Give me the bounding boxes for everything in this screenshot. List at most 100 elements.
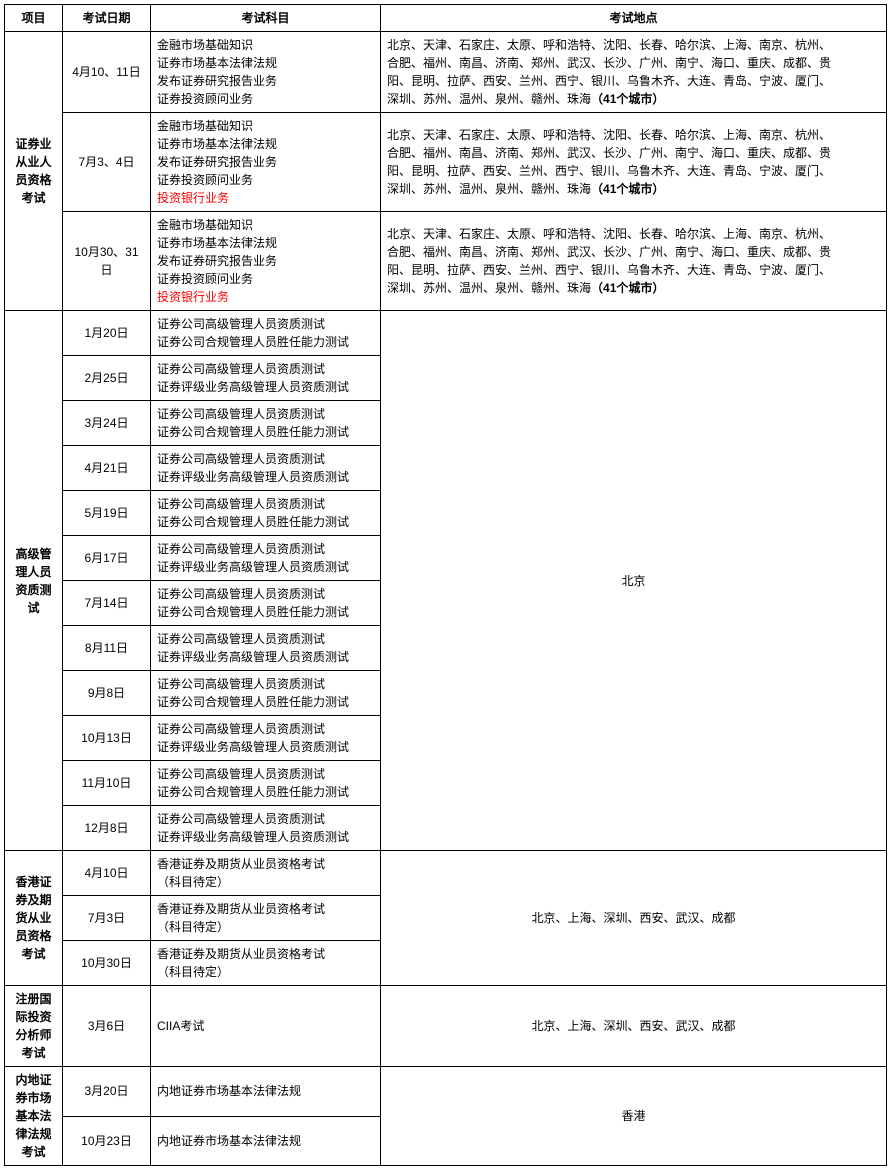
subject-cell: 证券公司高级管理人员资质测试证券公司合规管理人员胜任能力测试 (151, 491, 381, 536)
place-line: 合肥、福州、南昌、济南、郑州、武汉、长沙、广州、南宁、海口、重庆、成都、贵 (387, 144, 880, 162)
subject-cell: 香港证券及期货从业员资格考试（科目待定） (151, 941, 381, 986)
date-cell: 11月10日 (63, 761, 151, 806)
table-row: 证券业从业人员资格考试4月10、11日金融市场基础知识证券市场基本法律法规发布证… (5, 32, 887, 113)
subject-cell: 金融市场基础知识证券市场基本法律法规发布证券研究报告业务证券投资顾问业务 (151, 32, 381, 113)
place-cell: 北京、上海、深圳、西安、武汉、成都 (381, 851, 887, 986)
subject-line: 证券公司高级管理人员资质测试 (157, 405, 374, 423)
date-cell: 3月24日 (63, 401, 151, 446)
subject-cell: 金融市场基础知识证券市场基本法律法规发布证券研究报告业务证券投资顾问业务投资银行… (151, 113, 381, 212)
place-line: 北京、天津、石家庄、太原、呼和浩特、沈阳、长春、哈尔滨、上海、南京、杭州、 (387, 225, 880, 243)
subject-line: （科目待定） (157, 918, 374, 936)
col-subject: 考试科目 (151, 5, 381, 32)
subject-line: 金融市场基础知识 (157, 117, 374, 135)
subject-line: 证券市场基本法律法规 (157, 135, 374, 153)
subject-line: 证券评级业务高级管理人员资质测试 (157, 558, 374, 576)
subject-line: 证券公司高级管理人员资质测试 (157, 585, 374, 603)
subject-line: 证券公司高级管理人员资质测试 (157, 495, 374, 513)
subject-line: 证券评级业务高级管理人员资质测试 (157, 828, 374, 846)
date-cell: 7月14日 (63, 581, 151, 626)
subject-cell: 证券公司高级管理人员资质测试证券公司合规管理人员胜任能力测试 (151, 401, 381, 446)
date-cell: 7月3、4日 (63, 113, 151, 212)
subject-line: 投资银行业务 (157, 288, 374, 306)
date-cell: 3月20日 (63, 1067, 151, 1117)
place-line: 阳、昆明、拉萨、西安、兰州、西宁、银川、乌鲁木齐、大连、青岛、宁波、厦门、 (387, 162, 880, 180)
date-cell: 9月8日 (63, 671, 151, 716)
col-place: 考试地点 (381, 5, 887, 32)
subject-line: 证券公司高级管理人员资质测试 (157, 540, 374, 558)
date-cell: 5月19日 (63, 491, 151, 536)
place-cell: 北京、上海、深圳、西安、武汉、成都 (381, 986, 887, 1067)
subject-cell: 证券公司高级管理人员资质测试证券评级业务高级管理人员资质测试 (151, 446, 381, 491)
subject-line: 证券公司高级管理人员资质测试 (157, 450, 374, 468)
subject-line: 证券公司高级管理人员资质测试 (157, 630, 374, 648)
date-cell: 3月6日 (63, 986, 151, 1067)
place-cell: 香港 (381, 1067, 887, 1166)
subject-line: 证券评级业务高级管理人员资质测试 (157, 648, 374, 666)
subject-cell: 证券公司高级管理人员资质测试证券评级业务高级管理人员资质测试 (151, 536, 381, 581)
date-cell: 10月13日 (63, 716, 151, 761)
date-cell: 10月30日 (63, 941, 151, 986)
place-cell: 北京 (381, 311, 887, 851)
place-line: 深圳、苏州、温州、泉州、赣州、珠海（41个城市） (387, 90, 880, 108)
subject-line: 发布证券研究报告业务 (157, 153, 374, 171)
subject-line: 内地证券市场基本法律法规 (157, 1082, 374, 1100)
subject-cell: 证券公司高级管理人员资质测试证券公司合规管理人员胜任能力测试 (151, 671, 381, 716)
date-cell: 2月25日 (63, 356, 151, 401)
subject-cell: 证券公司高级管理人员资质测试证券评级业务高级管理人员资质测试 (151, 626, 381, 671)
subject-line: 证券公司高级管理人员资质测试 (157, 315, 374, 333)
subject-line: 内地证券市场基本法律法规 (157, 1132, 374, 1150)
project-cell: 注册国际投资分析师考试 (5, 986, 63, 1067)
city-count: （41个城市） (591, 281, 664, 295)
subject-line: 发布证券研究报告业务 (157, 252, 374, 270)
place-cell: 北京、天津、石家庄、太原、呼和浩特、沈阳、长春、哈尔滨、上海、南京、杭州、合肥、… (381, 113, 887, 212)
subject-line: 证券评级业务高级管理人员资质测试 (157, 738, 374, 756)
subject-cell: 内地证券市场基本法律法规 (151, 1067, 381, 1117)
subject-line: 证券公司合规管理人员胜任能力测试 (157, 603, 374, 621)
subject-line: 香港证券及期货从业员资格考试 (157, 945, 374, 963)
table-row: 高级管理人员资质测试1月20日证券公司高级管理人员资质测试证券公司合规管理人员胜… (5, 311, 887, 356)
project-cell: 高级管理人员资质测试 (5, 311, 63, 851)
subject-line: 发布证券研究报告业务 (157, 72, 374, 90)
subject-line: 证券公司合规管理人员胜任能力测试 (157, 423, 374, 441)
place-line: 合肥、福州、南昌、济南、郑州、武汉、长沙、广州、南宁、海口、重庆、成都、贵 (387, 243, 880, 261)
subject-line: 金融市场基础知识 (157, 216, 374, 234)
date-cell: 8月11日 (63, 626, 151, 671)
project-cell: 内地证券市场基本法律法规考试 (5, 1067, 63, 1166)
subject-line: （科目待定） (157, 963, 374, 981)
subject-line: 证券公司合规管理人员胜任能力测试 (157, 783, 374, 801)
subject-line: 证券公司高级管理人员资质测试 (157, 675, 374, 693)
table-row: 注册国际投资分析师考试3月6日 CIIA考试北京、上海、深圳、西安、武汉、成都 (5, 986, 887, 1067)
subject-cell: 证券公司高级管理人员资质测试证券公司合规管理人员胜任能力测试 (151, 581, 381, 626)
subject-cell: 证券公司高级管理人员资质测试证券公司合规管理人员胜任能力测试 (151, 761, 381, 806)
subject-line: 证券公司高级管理人员资质测试 (157, 765, 374, 783)
subject-line: CIIA考试 (157, 1017, 374, 1035)
subject-line: 证券投资顾问业务 (157, 270, 374, 288)
subject-cell: 香港证券及期货从业员资格考试（科目待定） (151, 896, 381, 941)
place-line: 阳、昆明、拉萨、西安、兰州、西宁、银川、乌鲁木齐、大连、青岛、宁波、厦门、 (387, 72, 880, 90)
table-row: 香港证券及期货从业员资格考试4月10日香港证券及期货从业员资格考试（科目待定）北… (5, 851, 887, 896)
subject-line: 证券评级业务高级管理人员资质测试 (157, 378, 374, 396)
city-count: （41个城市） (591, 92, 664, 106)
subject-line: 证券评级业务高级管理人员资质测试 (157, 468, 374, 486)
subject-line: 证券公司高级管理人员资质测试 (157, 360, 374, 378)
subject-cell: 证券公司高级管理人员资质测试证券公司合规管理人员胜任能力测试 (151, 311, 381, 356)
subject-line: 证券公司合规管理人员胜任能力测试 (157, 513, 374, 531)
subject-line: 证券公司合规管理人员胜任能力测试 (157, 693, 374, 711)
place-cell: 北京、天津、石家庄、太原、呼和浩特、沈阳、长春、哈尔滨、上海、南京、杭州、合肥、… (381, 212, 887, 311)
date-cell: 1月20日 (63, 311, 151, 356)
date-cell: 4月10日 (63, 851, 151, 896)
subject-line: 证券市场基本法律法规 (157, 54, 374, 72)
date-cell: 10月30、31日 (63, 212, 151, 311)
date-cell: 4月10、11日 (63, 32, 151, 113)
place-line: 合肥、福州、南昌、济南、郑州、武汉、长沙、广州、南宁、海口、重庆、成都、贵 (387, 54, 880, 72)
subject-line: 证券公司高级管理人员资质测试 (157, 810, 374, 828)
subject-line: 证券投资顾问业务 (157, 90, 374, 108)
city-count: （41个城市） (591, 182, 664, 196)
place-line: 北京、天津、石家庄、太原、呼和浩特、沈阳、长春、哈尔滨、上海、南京、杭州、 (387, 36, 880, 54)
subject-cell: 金融市场基础知识证券市场基本法律法规发布证券研究报告业务证券投资顾问业务投资银行… (151, 212, 381, 311)
subject-line: （科目待定） (157, 873, 374, 891)
col-project: 项目 (5, 5, 63, 32)
subject-line: 香港证券及期货从业员资格考试 (157, 900, 374, 918)
subject-cell: 证券公司高级管理人员资质测试证券评级业务高级管理人员资质测试 (151, 356, 381, 401)
subject-cell: 内地证券市场基本法律法规 (151, 1116, 381, 1166)
